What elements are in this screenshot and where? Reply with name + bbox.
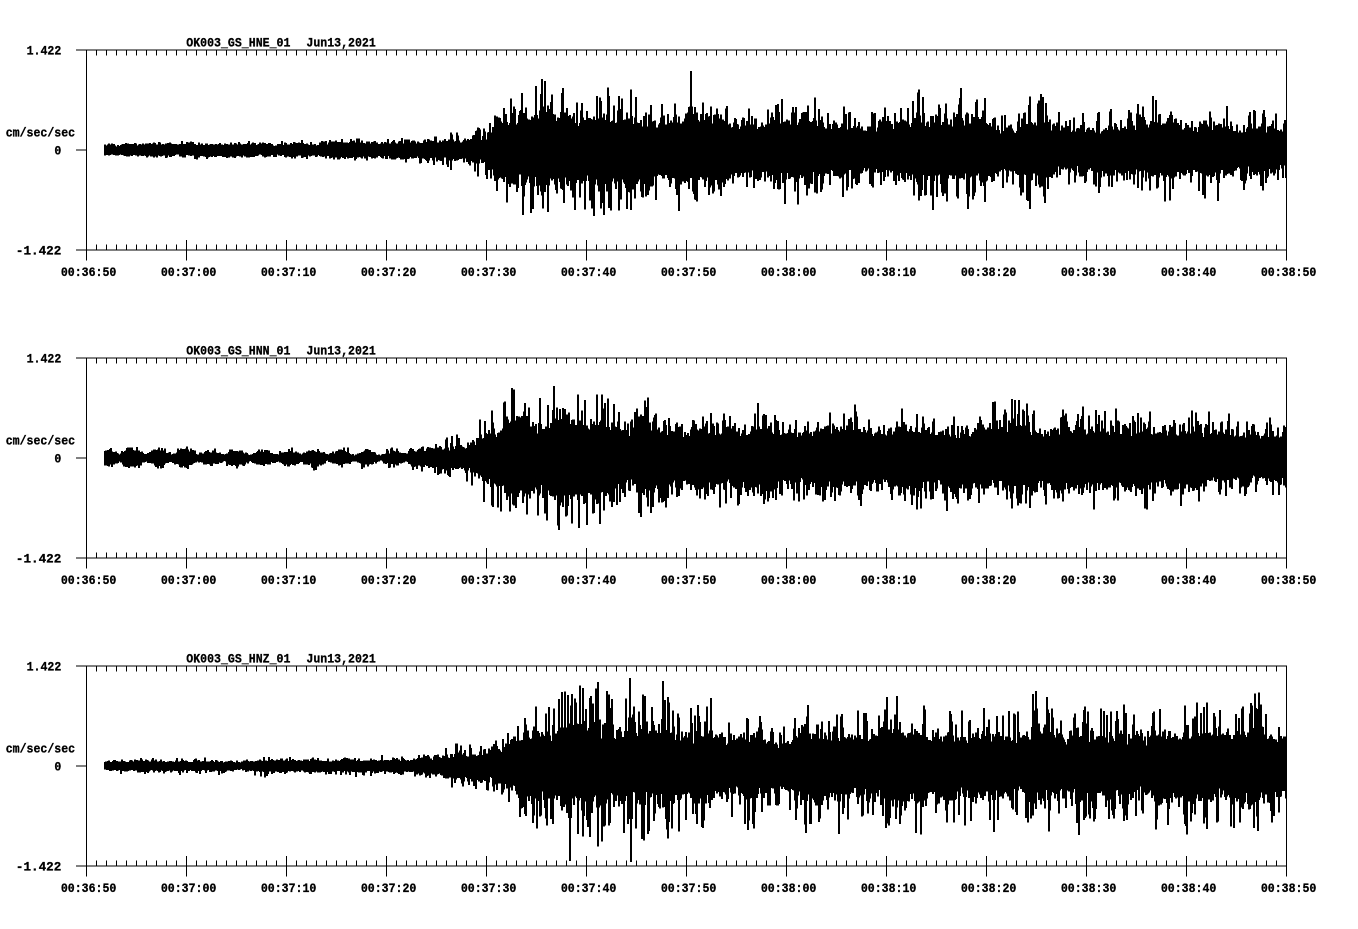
svg-text:00:37:40: 00:37:40 bbox=[561, 265, 617, 280]
svg-text:1.422: 1.422 bbox=[27, 44, 62, 59]
svg-text:00:37:40: 00:37:40 bbox=[561, 573, 617, 588]
svg-text:Jun13,2021: Jun13,2021 bbox=[306, 344, 376, 359]
svg-text:00:37:10: 00:37:10 bbox=[261, 881, 317, 896]
svg-text:00:37:50: 00:37:50 bbox=[661, 265, 717, 280]
svg-text:00:37:20: 00:37:20 bbox=[361, 573, 417, 588]
svg-text:00:37:30: 00:37:30 bbox=[461, 881, 517, 896]
svg-text:00:38:20: 00:38:20 bbox=[961, 573, 1017, 588]
svg-text:OK003_GS_HNZ_01: OK003_GS_HNZ_01 bbox=[186, 652, 290, 667]
svg-text:00:36:50: 00:36:50 bbox=[61, 573, 117, 588]
svg-text:00:38:30: 00:38:30 bbox=[1061, 573, 1117, 588]
svg-text:00:37:00: 00:37:00 bbox=[161, 265, 217, 280]
svg-text:00:38:00: 00:38:00 bbox=[761, 881, 817, 896]
svg-text:00:37:30: 00:37:30 bbox=[461, 265, 517, 280]
svg-text:00:38:30: 00:38:30 bbox=[1061, 265, 1117, 280]
svg-text:00:37:40: 00:37:40 bbox=[561, 881, 617, 896]
svg-text:OK003_GS_HNE_01: OK003_GS_HNE_01 bbox=[186, 36, 290, 51]
svg-text:-1.422: -1.422 bbox=[16, 244, 62, 259]
svg-text:00:38:10: 00:38:10 bbox=[861, 265, 917, 280]
svg-text:00:37:10: 00:37:10 bbox=[261, 573, 317, 588]
svg-text:-1.422: -1.422 bbox=[16, 552, 62, 567]
svg-text:00:38:20: 00:38:20 bbox=[961, 881, 1017, 896]
svg-text:00:38:40: 00:38:40 bbox=[1161, 265, 1217, 280]
svg-text:00:37:20: 00:37:20 bbox=[361, 265, 417, 280]
svg-text:00:37:00: 00:37:00 bbox=[161, 573, 217, 588]
svg-text:1.422: 1.422 bbox=[27, 660, 62, 675]
svg-text:OK003_GS_HNN_01: OK003_GS_HNN_01 bbox=[186, 344, 290, 359]
svg-text:0: 0 bbox=[54, 760, 61, 775]
svg-text:00:38:00: 00:38:00 bbox=[761, 573, 817, 588]
svg-text:0: 0 bbox=[54, 452, 61, 467]
svg-text:00:37:30: 00:37:30 bbox=[461, 573, 517, 588]
svg-text:00:37:50: 00:37:50 bbox=[661, 881, 717, 896]
svg-text:00:38:30: 00:38:30 bbox=[1061, 881, 1117, 896]
svg-text:00:36:50: 00:36:50 bbox=[61, 881, 117, 896]
svg-text:00:38:50: 00:38:50 bbox=[1261, 265, 1317, 280]
svg-text:cm/sec/sec: cm/sec/sec bbox=[6, 126, 76, 141]
svg-text:00:37:10: 00:37:10 bbox=[261, 265, 317, 280]
svg-text:00:37:50: 00:37:50 bbox=[661, 573, 717, 588]
svg-text:00:38:20: 00:38:20 bbox=[961, 265, 1017, 280]
svg-text:00:37:00: 00:37:00 bbox=[161, 881, 217, 896]
svg-text:cm/sec/sec: cm/sec/sec bbox=[6, 742, 76, 757]
svg-text:1.422: 1.422 bbox=[27, 352, 62, 367]
svg-text:00:38:50: 00:38:50 bbox=[1261, 881, 1317, 896]
svg-text:00:38:40: 00:38:40 bbox=[1161, 881, 1217, 896]
svg-text:00:38:00: 00:38:00 bbox=[761, 265, 817, 280]
svg-text:00:38:50: 00:38:50 bbox=[1261, 573, 1317, 588]
svg-text:-1.422: -1.422 bbox=[16, 860, 62, 875]
svg-text:cm/sec/sec: cm/sec/sec bbox=[6, 434, 76, 449]
svg-text:Jun13,2021: Jun13,2021 bbox=[306, 36, 376, 51]
svg-text:Jun13,2021: Jun13,2021 bbox=[306, 652, 376, 667]
svg-text:00:37:20: 00:37:20 bbox=[361, 881, 417, 896]
svg-text:00:36:50: 00:36:50 bbox=[61, 265, 117, 280]
svg-text:00:38:40: 00:38:40 bbox=[1161, 573, 1217, 588]
svg-text:0: 0 bbox=[54, 144, 61, 159]
svg-text:00:38:10: 00:38:10 bbox=[861, 573, 917, 588]
svg-text:00:38:10: 00:38:10 bbox=[861, 881, 917, 896]
